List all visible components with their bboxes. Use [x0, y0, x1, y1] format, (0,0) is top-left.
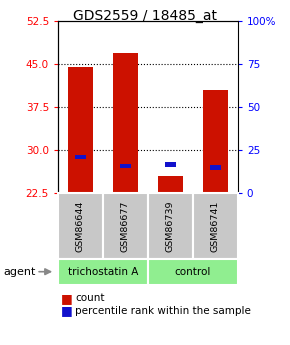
Bar — [113, 53, 138, 193]
Text: GDS2559 / 18485_at: GDS2559 / 18485_at — [73, 9, 217, 23]
Text: GSM86644: GSM86644 — [76, 200, 85, 252]
Text: ■: ■ — [61, 292, 73, 305]
Text: ■: ■ — [61, 304, 73, 317]
Bar — [210, 165, 221, 170]
Text: GSM86741: GSM86741 — [211, 200, 220, 252]
Bar — [158, 176, 183, 193]
Text: GSM86739: GSM86739 — [166, 200, 175, 252]
Text: GSM86677: GSM86677 — [121, 200, 130, 252]
Bar — [165, 162, 176, 167]
Text: count: count — [75, 294, 105, 303]
Text: trichostatin A: trichostatin A — [68, 267, 138, 277]
Bar — [120, 164, 131, 168]
Text: control: control — [175, 267, 211, 277]
Bar — [68, 67, 93, 193]
Text: percentile rank within the sample: percentile rank within the sample — [75, 306, 251, 315]
Bar — [203, 90, 228, 193]
Bar — [75, 155, 86, 159]
Text: agent: agent — [3, 267, 35, 277]
